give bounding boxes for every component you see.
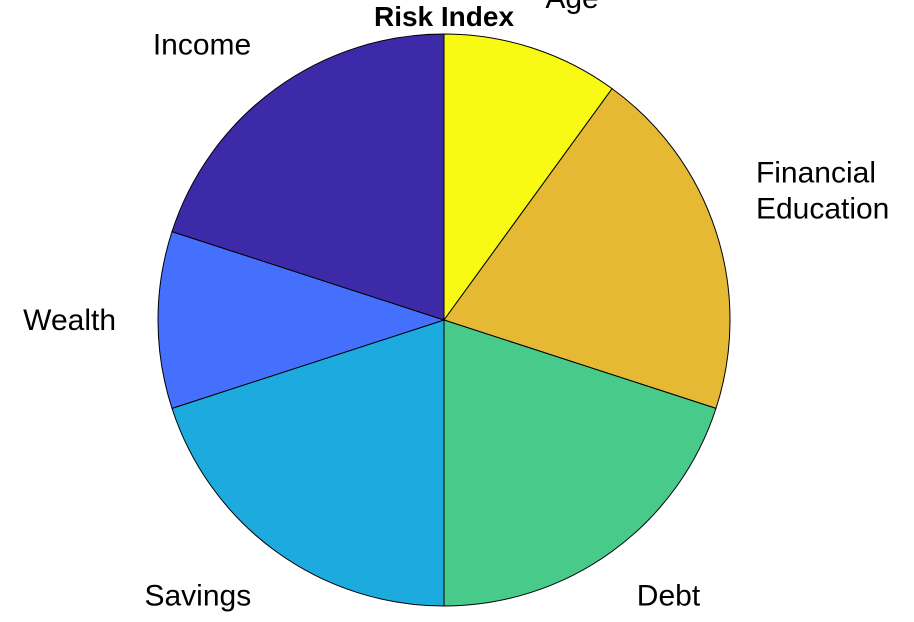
pie-slice-financial-education	[443, 87, 731, 410]
pie-slice-wealth	[157, 230, 446, 410]
pie-slices	[157, 33, 731, 607]
pie-slice-age	[443, 33, 613, 322]
pie-label-debt: Debt	[637, 579, 701, 612]
pie-label-financial-education: Financial Education	[756, 157, 889, 226]
pie-slice-debt	[443, 319, 717, 607]
chart-title: Risk Index	[374, 1, 514, 32]
pie-slice-savings	[171, 319, 445, 607]
pie-slice-income	[171, 33, 445, 321]
pie-label-income: Income	[153, 29, 251, 62]
pie-label-age: Age	[545, 0, 598, 15]
pie-label-savings: Savings	[144, 579, 251, 612]
pie-label-wealth: Wealth	[23, 304, 116, 337]
